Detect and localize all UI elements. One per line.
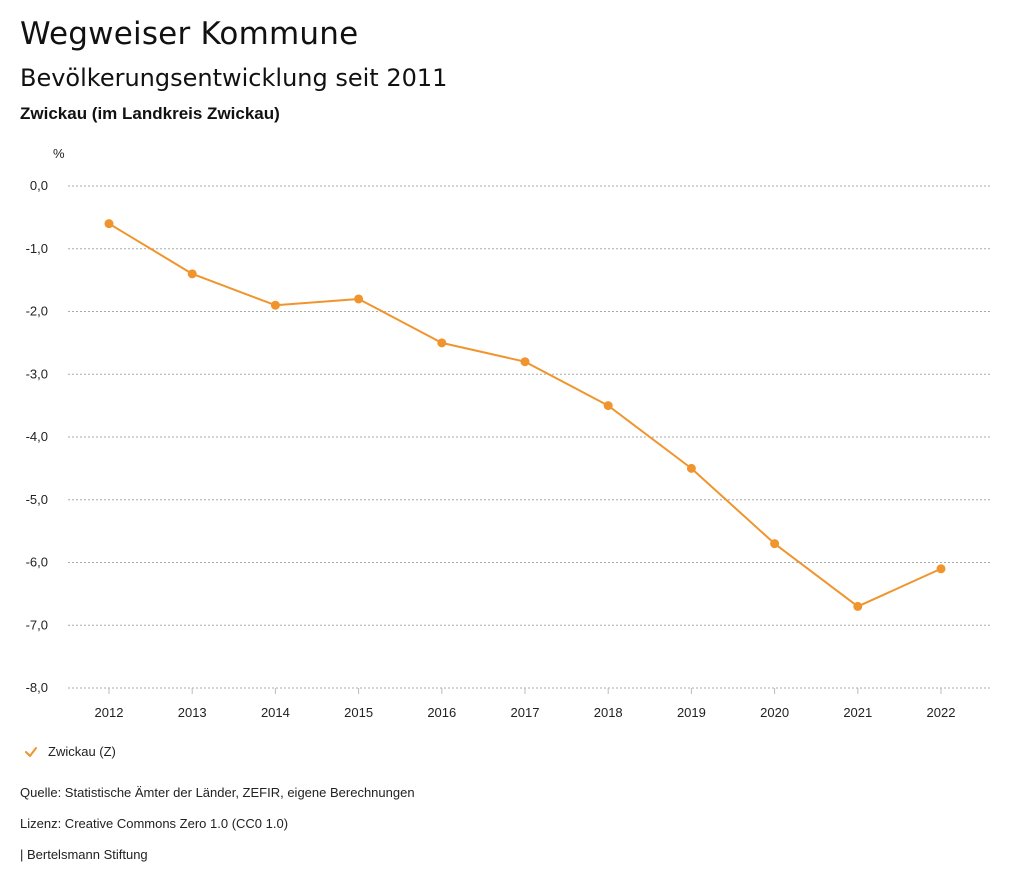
y-tick-label: -2,0 [26,304,48,319]
data-point-2012[interactable] [104,219,114,229]
data-point-2017[interactable] [520,357,530,367]
y-tick-label: 0,0 [30,178,48,193]
x-tick-label: 2012 [95,705,124,720]
legend-check-icon [25,746,37,757]
series-zwickau [104,219,946,611]
region-title: Zwickau (im Landkreis Zwickau) [20,104,280,123]
x-tick-label: 2021 [843,705,872,720]
data-point-2016[interactable] [437,338,447,348]
legend[interactable]: Zwickau (Z) [20,744,116,759]
y-axis-unit-label: % [53,146,65,161]
y-axis: % 0,0 -1,0 -2,0 -3,0 -4,0 -5,0 -6,0 -7,0 -8,0 [26,146,65,695]
source-note: Quelle: Statistische Ämter der Länder, Z… [20,785,415,800]
x-tick-label: 2020 [760,705,789,720]
x-tick-label: 2019 [677,705,706,720]
x-tick-label: 2016 [427,705,456,720]
data-point-2021[interactable] [853,601,863,611]
data-point-2020[interactable] [770,539,780,549]
data-point-2019[interactable] [686,463,696,473]
y-tick-label: -7,0 [26,617,48,632]
grid-lines [68,185,990,689]
data-point-2013[interactable] [187,269,197,279]
x-tick-label: 2018 [594,705,623,720]
x-tick-label: 2022 [927,705,956,720]
data-point-2018[interactable] [603,401,613,411]
line-chart: % 0,0 -1,0 -2,0 -3,0 -4,0 -5,0 -6,0 -7,0 -8,0 201… [26,146,990,720]
license-note: Lizenz: Creative Commons Zero 1.0 (CC0 1… [20,816,289,831]
y-tick-label: -4,0 [26,429,48,444]
series-line [108,222,942,608]
x-axis: 2012 2013 2014 2015 2016 2017 2018 2019 2020 2021… [95,688,956,720]
x-tick-label: 2015 [344,705,373,720]
data-point-2015[interactable] [354,294,364,304]
legend-label: Zwickau (Z) [48,744,116,759]
publisher-note: | Bertelsmann Stiftung [20,847,148,862]
y-tick-label: -8,0 [26,680,48,695]
x-tick-label: 2014 [261,705,290,720]
y-tick-label: -5,0 [26,492,48,507]
x-tick-label: 2013 [178,705,207,720]
data-point-2022[interactable] [936,564,946,574]
x-tick-label: 2017 [511,705,540,720]
data-point-2014[interactable] [270,300,280,310]
chart-subtitle: Bevölkerungsentwicklung seit 2011 [20,64,448,92]
y-tick-label: -3,0 [26,366,48,381]
page-title: Wegweiser Kommune [20,16,359,52]
y-tick-label: -6,0 [26,555,48,570]
y-tick-label: -1,0 [26,241,48,256]
